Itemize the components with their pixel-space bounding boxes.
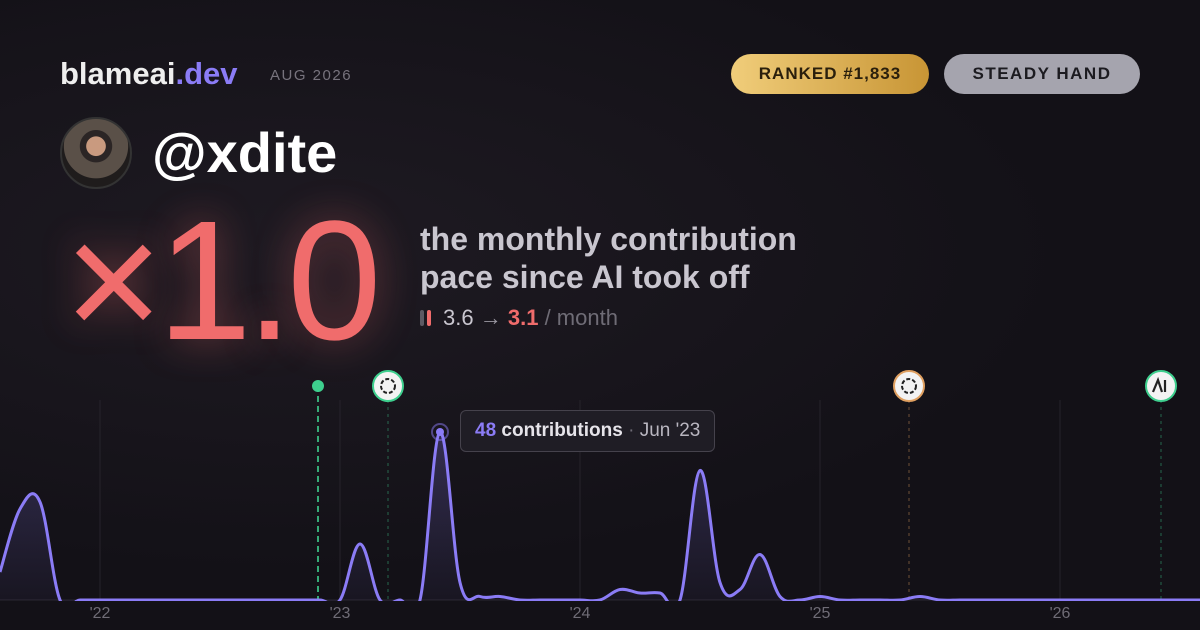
event-glyph — [901, 378, 917, 394]
chart: '22 '23 '24 '25 '26 — [0, 370, 1200, 622]
headline: the monthly contribution pace since AI to… — [420, 220, 797, 296]
x-tick-label: '26 — [1050, 605, 1071, 622]
tooltip: 48 contributions · Jun '23 — [460, 410, 716, 452]
date: AUG 2026 — [270, 67, 353, 84]
pace-before: 3.6 — [443, 305, 474, 330]
unit: / month — [544, 305, 618, 330]
tooltip-label: contributions — [501, 420, 623, 441]
plot — [0, 430, 1200, 601]
x-tick-label: '22 — [90, 605, 111, 622]
headline-line: the monthly contribution — [420, 221, 797, 257]
pace-after: 3.1 — [507, 305, 539, 330]
arrow: → — [479, 305, 502, 330]
x-tick-label: '25 — [810, 605, 831, 622]
x-tick-label: '24 — [570, 605, 591, 622]
multiplier: ×1.0 — [64, 186, 382, 376]
highlight-ring — [431, 423, 449, 441]
event-glyph — [380, 378, 396, 394]
event-dot — [312, 380, 324, 392]
rank-badge: RANKED #1,833 — [731, 54, 929, 94]
pace: 3.6 → 3.1 / month — [420, 305, 618, 331]
tooltip-date: Jun '23 — [639, 420, 701, 441]
avatar — [60, 117, 132, 189]
x-tick-label: '23 — [330, 605, 351, 622]
area — [0, 431, 1200, 601]
style-badge: STEADY HAND — [944, 54, 1140, 94]
event-glyph — [1151, 376, 1167, 393]
brand: blameai.dev — [60, 56, 237, 92]
line — [0, 430, 1200, 601]
highlight-point — [436, 428, 444, 436]
event-icon — [893, 370, 925, 402]
brand-suffix: .dev — [175, 56, 238, 91]
brand-name: blameai — [60, 56, 176, 91]
tooltip-value: 48 — [475, 420, 497, 441]
headline-line: pace since AI took off — [420, 259, 750, 295]
handle: @xdite — [152, 121, 338, 184]
event-icon — [372, 370, 404, 402]
